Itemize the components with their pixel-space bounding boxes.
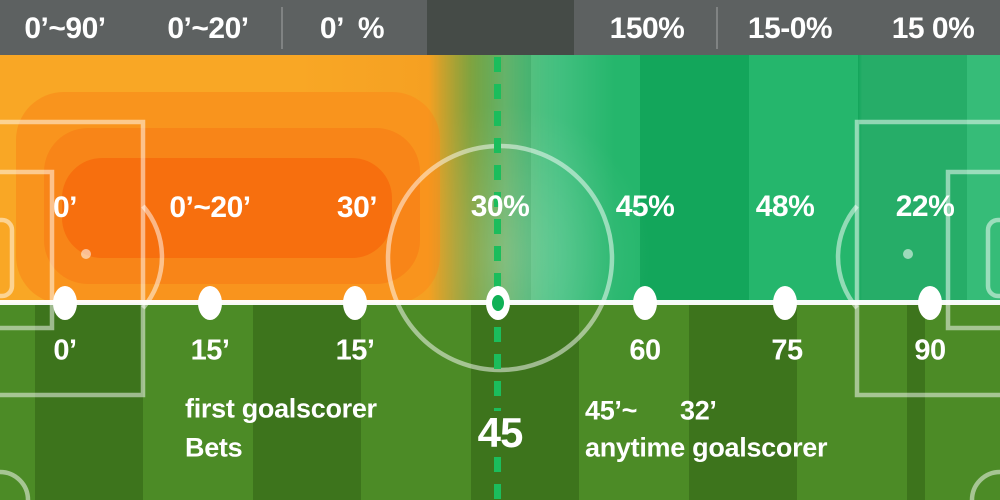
caption-anytime-goalscorer: anytime goalscorer [585,432,828,463]
timeline-dot-15a[interactable] [198,286,222,320]
top-bar-label-15-0[interactable]: 15-0% [747,12,833,45]
top-bar-divider [281,7,283,49]
top-bar-label-150a[interactable]: 150% [609,12,685,45]
tick-label-15a: 15’ [190,334,230,367]
penalty-spot-right [903,249,913,259]
percent-label-22: 22% [895,190,955,223]
percent-label-30: 30% [470,190,530,223]
tick-label-0: 0’ [53,334,77,367]
top-bar-label-0-20[interactable]: 0’~20’ [167,12,249,45]
caption-45-range: 45’~ [585,395,638,426]
timeline-dot-0[interactable] [53,286,77,320]
timeline-dot-75[interactable] [773,286,797,320]
caption-32min: 32’ [680,395,717,426]
halftime-dashed-line [494,57,501,411]
heatmap-zone-core [62,158,392,258]
heatmap-overlay [0,55,640,304]
penalty-spot-left [81,249,91,259]
percent-label-45: 45% [615,190,675,223]
caption-bets: Bets [185,432,243,463]
top-bar-label-0-pct[interactable]: 0’ % [319,12,385,45]
top-bar-label-150b[interactable]: 15 0% [891,12,975,45]
top-bar: 0’~90’ 0’~20’ 0’ % 150% 15-0% 15 0% [0,0,1000,55]
tick-label-60: 60 [629,334,661,367]
timeline-dot-center-45[interactable] [486,286,510,320]
tick-label-90: 90 [914,334,946,367]
heat-label-30: 30’ [336,191,378,224]
halftime-value: 45 [477,409,524,456]
caption-first-goalscorer: first goalscorer [185,393,377,424]
tick-label-15b: 15’ [335,334,375,367]
percent-label-48: 48% [755,190,815,223]
timeline-dot-90[interactable] [918,286,942,320]
top-bar-dark-segment [427,0,574,55]
top-bar-divider [716,7,718,49]
tick-label-75: 75 [771,334,803,367]
heat-label-0: 0’ [52,191,78,224]
halftime-dashed-line-lower [494,457,501,500]
heat-label-0-20: 0’~20’ [169,191,251,224]
top-bar-label-0-90[interactable]: 0’~90’ [24,12,106,45]
timeline-dot-center-core [492,295,504,311]
timeline-dot-15b[interactable] [343,286,367,320]
timeline-dot-60[interactable] [633,286,657,320]
